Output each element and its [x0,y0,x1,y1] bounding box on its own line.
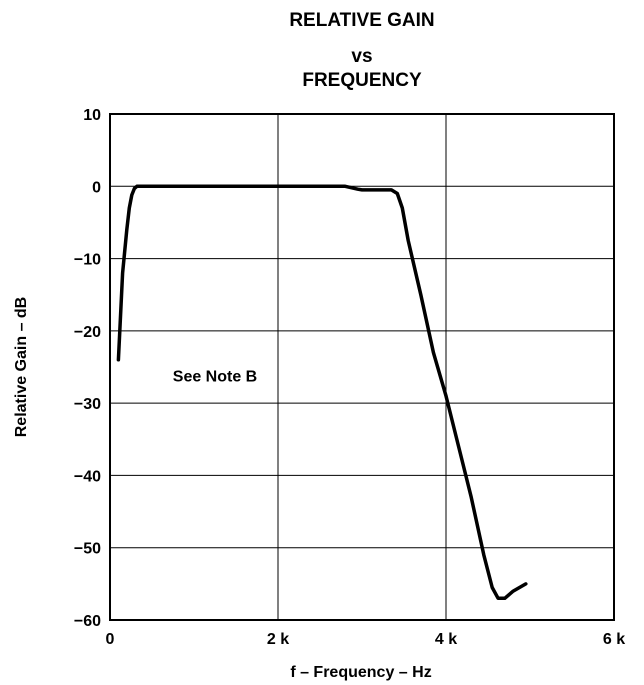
x-axis-label: f – Frequency – Hz [290,664,431,681]
note-annotation: See Note B [173,368,257,385]
chart-title-line-3: FREQUENCY [302,70,422,91]
y-tick-label: −30 [74,396,101,413]
y-axis-label: Relative Gain – dB [13,297,30,438]
y-tick-label: 10 [83,107,101,124]
x-tick-label: 2 k [267,631,289,648]
gain-curve [116,184,528,601]
y-tick-label: 0 [92,179,101,196]
x-tick-label: 6 k [603,631,625,648]
y-tick-label: −40 [74,468,101,485]
chart-title-line-2: vs [351,46,373,67]
plot-frame [109,113,615,621]
x-tick-label: 0 [106,631,115,648]
chart-title-line-1: RELATIVE GAIN [289,10,435,31]
y-tick-label: −10 [74,252,101,269]
y-tick-label: −20 [74,324,101,341]
y-tick-label: −50 [74,541,101,558]
y-tick-label: −60 [74,613,101,630]
x-tick-label: 4 k [435,631,457,648]
